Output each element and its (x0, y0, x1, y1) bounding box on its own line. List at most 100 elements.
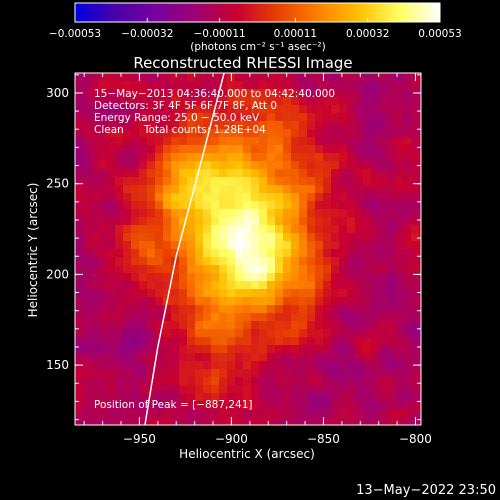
heatmap-cell (243, 217, 252, 226)
heatmap-cell (379, 257, 388, 266)
heatmap-cell (331, 241, 340, 250)
heatmap-cell (115, 273, 124, 282)
heatmap-cell (227, 193, 236, 202)
heatmap-cell (227, 353, 236, 362)
heatmap-cell (387, 241, 396, 250)
heatmap-cell (83, 265, 92, 274)
heatmap-cell (91, 281, 100, 290)
heatmap-cell (203, 321, 212, 330)
heatmap-cell (411, 393, 420, 402)
heatmap-cell (211, 249, 220, 258)
heatmap-cell (259, 369, 268, 378)
heatmap-cell (371, 385, 380, 394)
heatmap-cell (243, 73, 252, 82)
heatmap-cell (187, 281, 196, 290)
heatmap-cell (163, 233, 172, 242)
heatmap-cell (91, 121, 100, 130)
heatmap-cell (347, 281, 356, 290)
heatmap-cell (243, 401, 252, 410)
heatmap-cell (171, 193, 180, 202)
heatmap-cell (163, 89, 172, 98)
heatmap-cell (107, 249, 116, 258)
heatmap-cell (347, 97, 356, 106)
heatmap-cell (139, 145, 148, 154)
heatmap-cell (115, 353, 124, 362)
heatmap-cell (355, 353, 364, 362)
heatmap-cell (99, 289, 108, 298)
heatmap-cell (323, 233, 332, 242)
heatmap-cell (91, 233, 100, 242)
heatmap-cell (355, 305, 364, 314)
heatmap-cell (147, 193, 156, 202)
heatmap-cell (235, 265, 244, 274)
heatmap-cell (411, 321, 420, 330)
heatmap-cell (379, 209, 388, 218)
heatmap-cell (107, 185, 116, 194)
heatmap-cell (123, 305, 132, 314)
heatmap-cell (155, 225, 164, 234)
heatmap-cell (83, 345, 92, 354)
heatmap-cell (331, 417, 340, 425)
heatmap-cell (243, 153, 252, 162)
heatmap-cell (395, 201, 404, 210)
heatmap-cell (83, 89, 92, 98)
heatmap-cell (155, 281, 164, 290)
heatmap-cell (91, 185, 100, 194)
heatmap-cell (139, 353, 148, 362)
heatmap-cell (339, 345, 348, 354)
heatmap-cell (291, 145, 300, 154)
heatmap-cell (259, 105, 268, 114)
heatmap-cell (339, 233, 348, 242)
heatmap-cell (387, 89, 396, 98)
heatmap-cell (91, 97, 100, 106)
heatmap-cell (251, 361, 260, 370)
heatmap-cell (139, 385, 148, 394)
heatmap-cell (387, 177, 396, 186)
heatmap-cell (363, 385, 372, 394)
heatmap-cell (291, 385, 300, 394)
heatmap-cell (331, 233, 340, 242)
heatmap-cell (251, 273, 260, 282)
heatmap-cell (419, 129, 421, 138)
heatmap-cell (339, 337, 348, 346)
heatmap-cell (403, 329, 412, 338)
heatmap-cell (235, 209, 244, 218)
heatmap-cell (91, 193, 100, 202)
heatmap-cell (291, 137, 300, 146)
heatmap-cell (131, 417, 140, 425)
heatmap-cell (75, 97, 84, 106)
heatmap-cell (371, 289, 380, 298)
heatmap-cell (171, 337, 180, 346)
heatmap-cell (107, 273, 116, 282)
heatmap-cell (75, 81, 84, 90)
heatmap-cell (179, 105, 188, 114)
heatmap-cell (339, 329, 348, 338)
heatmap-cell (139, 337, 148, 346)
heatmap-cell (347, 129, 356, 138)
heatmap-cell (419, 289, 421, 298)
heatmap-cell (99, 337, 108, 346)
heatmap-cell (123, 337, 132, 346)
heatmap-cell (379, 233, 388, 242)
heatmap-cell (339, 217, 348, 226)
heatmap-cell (331, 273, 340, 282)
heatmap-cell (323, 217, 332, 226)
heatmap-cell (227, 185, 236, 194)
heatmap-cell (147, 113, 156, 122)
y-tick-label: 200 (46, 267, 69, 281)
heatmap-cell (363, 241, 372, 250)
heatmap-cell (139, 305, 148, 314)
heatmap-cell (131, 81, 140, 90)
heatmap-cell (163, 209, 172, 218)
heatmap-cell (267, 329, 276, 338)
heatmap-cell (243, 321, 252, 330)
heatmap-cell (155, 353, 164, 362)
heatmap-cell (187, 73, 196, 82)
heatmap-cell (403, 185, 412, 194)
heatmap-cell (83, 105, 92, 114)
heatmap-cell (291, 329, 300, 338)
heatmap-cell (275, 129, 284, 138)
heatmap-cell (323, 369, 332, 378)
heatmap-cell (179, 313, 188, 322)
